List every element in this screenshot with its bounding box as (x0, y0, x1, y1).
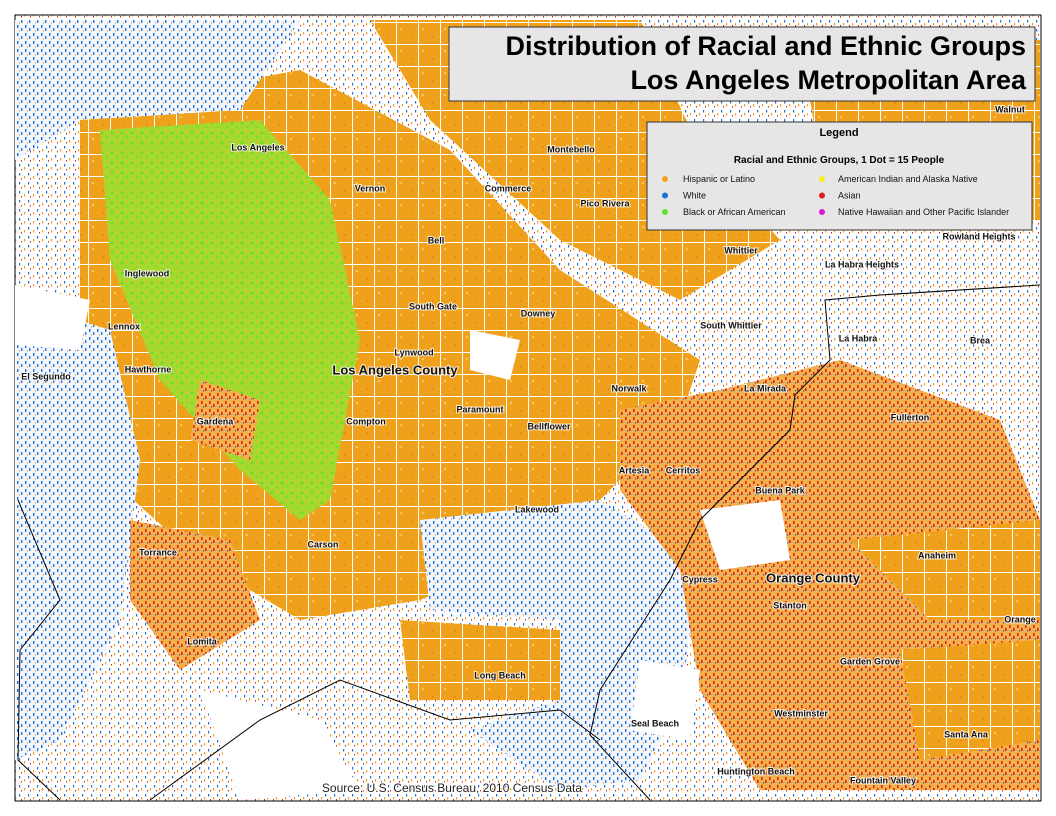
source-note: Source: U.S. Census Bureau, 2010 Census … (322, 781, 582, 795)
county-label: Orange County (766, 570, 861, 585)
legend-label: Native Hawaiian and Other Pacific Island… (838, 207, 1009, 217)
place-label: Buena Park (755, 485, 806, 495)
place-label: Montebello (547, 144, 595, 154)
title-box (448, 26, 1036, 102)
title-line: Distribution of Racial and Ethnic Groups (505, 31, 1026, 61)
place-label: Westminster (774, 708, 828, 718)
place-label: Anaheim (918, 550, 956, 560)
place-label: Cypress (682, 574, 718, 584)
place-label: El Segundo (21, 371, 71, 381)
place-label: Vernon (355, 183, 386, 193)
place-label: Brea (970, 335, 991, 345)
place-label: Carson (307, 539, 338, 549)
place-label: Norwalk (611, 383, 647, 393)
legend: Legend Racial and Ethnic Groups, 1 Dot =… (646, 121, 1033, 231)
place-label: Los Angeles (231, 142, 284, 152)
legend-label: American Indian and Alaska Native (838, 174, 978, 184)
place-label: Compton (346, 416, 386, 426)
legend-label: White (683, 191, 706, 201)
legend-swatch (662, 176, 668, 182)
legend-subtitle: Racial and Ethnic Groups, 1 Dot = 15 Peo… (734, 155, 945, 166)
legend-swatch (662, 192, 668, 199)
place-label: Rowland Heights (942, 231, 1015, 241)
legend-title: Legend (819, 127, 858, 139)
place-label: Seal Beach (631, 718, 679, 728)
place-label: La Habra (839, 333, 879, 343)
place-label: Paramount (456, 404, 503, 414)
place-label: Garden Grove (840, 656, 900, 666)
legend-swatch (662, 209, 668, 215)
place-label: Torrance (139, 547, 177, 557)
open-areas (15, 285, 790, 800)
place-label: La Habra Heights (825, 259, 899, 269)
place-label: Fountain Valley (850, 775, 916, 785)
county-boundaries (17, 284, 1041, 801)
place-label: Pico Rivera (580, 198, 630, 208)
place-label: Commerce (485, 183, 532, 193)
place-label: Lakewood (515, 504, 559, 514)
place-label: Long Beach (474, 670, 526, 680)
place-label: La Mirada (744, 383, 787, 393)
place-label: Santa Ana (944, 729, 989, 739)
title-line: Los Angeles Metropolitan Area (630, 65, 1027, 95)
place-label: Hawthorne (125, 364, 172, 374)
legend-label: Black or African American (683, 207, 786, 217)
place-labels: Los Angeles Montebello Vernon Commerce P… (20, 103, 1037, 786)
county-label: Los Angeles County (332, 362, 458, 377)
place-label: Bellflower (527, 421, 571, 431)
place-label: Bell (428, 235, 445, 245)
place-label: Lomita (187, 636, 217, 646)
place-label: Lynwood (394, 347, 433, 357)
legend-label: Hispanic or Latino (683, 174, 755, 184)
place-label: Orange (1004, 614, 1036, 624)
place-label: Stanton (773, 600, 807, 610)
place-label: Artesia (619, 465, 651, 475)
place-label: South Whittier (700, 320, 762, 330)
place-label: Gardena (197, 416, 235, 426)
legend-swatch (819, 176, 825, 182)
place-label: Huntington Beach (717, 766, 795, 776)
legend-swatch (819, 209, 825, 215)
place-label: Whittier (724, 245, 758, 255)
place-label: Lennox (108, 321, 140, 331)
place-label: South Gate (409, 301, 457, 311)
place-label: Cerritos (666, 465, 701, 475)
place-label: Walnut (995, 104, 1025, 114)
legend-box (646, 121, 1033, 231)
legend-swatch (819, 192, 825, 199)
place-label: Fullerton (891, 412, 930, 422)
place-label: Inglewood (125, 268, 170, 278)
place-label: Downey (521, 308, 556, 318)
legend-label: Asian (838, 191, 861, 201)
